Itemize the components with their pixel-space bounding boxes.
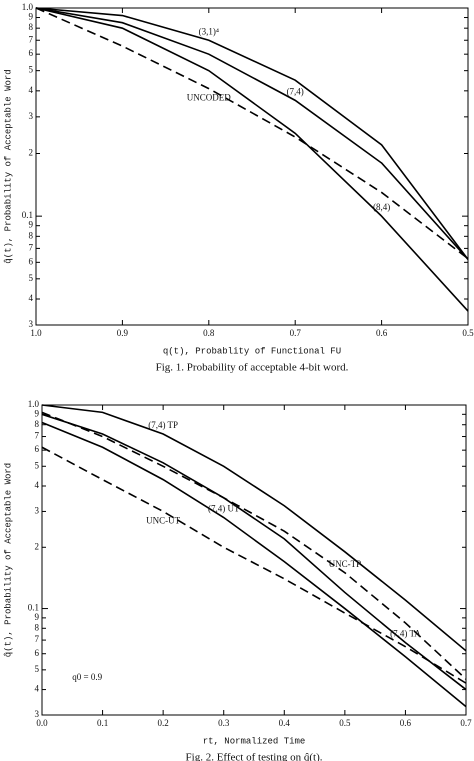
y-tick-label: 1.0 xyxy=(28,399,40,409)
series-label: (8,4) xyxy=(373,202,390,212)
y-tick-label: 0.1 xyxy=(28,603,39,613)
x-tick-label: 0.9 xyxy=(117,328,129,338)
y-tick-label: 8 xyxy=(29,22,34,32)
y-tick-label: 1.0 xyxy=(22,2,34,12)
y-tick-label: 0.1 xyxy=(22,210,33,220)
series-label: (3,1)⁴ xyxy=(199,26,219,36)
y-tick-label: 7 xyxy=(35,431,40,441)
y-tick-label: 5 xyxy=(35,460,40,470)
y-tick-label: 7 xyxy=(29,242,34,252)
x-tick-label: 0.6 xyxy=(400,718,412,728)
series-label: UNC-UT xyxy=(146,516,180,526)
x-tick-label: 0.1 xyxy=(97,718,108,728)
y-tick-label: 6 xyxy=(29,48,34,58)
y-tick-label: 3 xyxy=(29,111,34,121)
y-tick-label: 3 xyxy=(29,319,34,329)
y-tick-label: 5 xyxy=(29,273,34,283)
x-tick-label: 0.5 xyxy=(462,328,474,338)
x-axis-label: q(t), Probablity of Functional FU xyxy=(163,346,341,356)
y-tick-label: 3 xyxy=(35,709,40,719)
x-tick-label: 0.7 xyxy=(290,328,302,338)
series-line xyxy=(41,421,467,708)
y-tick-label: 9 xyxy=(35,408,40,418)
y-tick-label: 4 xyxy=(29,85,34,95)
y-tick-label: 8 xyxy=(29,230,34,240)
x-tick-label: 0.5 xyxy=(339,718,351,728)
series-label: (7,4) TA xyxy=(390,629,421,639)
plot-frame xyxy=(35,7,469,326)
y-tick-label: 4 xyxy=(35,684,40,694)
y-tick-label: 7 xyxy=(35,634,40,644)
y-tick-label: 6 xyxy=(35,648,40,658)
y-tick-label: 8 xyxy=(35,622,40,632)
x-tick-label: 0.4 xyxy=(279,718,291,728)
x-tick-label: 0.6 xyxy=(376,328,388,338)
caption: Fig. 1. Probability of acceptable 4-bit … xyxy=(156,362,349,374)
y-tick-label: 9 xyxy=(29,220,34,230)
plot-frame xyxy=(41,404,467,716)
series-label: UNCODED xyxy=(187,93,231,103)
y-tick-label: 3 xyxy=(35,506,40,516)
series-label: UNC-TP xyxy=(329,559,362,569)
series-line xyxy=(35,7,469,260)
y-tick-label: 6 xyxy=(29,256,34,266)
x-tick-label: 0.0 xyxy=(36,718,48,728)
y-tick-label: 5 xyxy=(35,664,40,674)
series-line xyxy=(41,411,467,680)
x-tick-label: 0.7 xyxy=(460,718,472,728)
y-tick-label: 2 xyxy=(29,148,34,158)
series-line xyxy=(41,404,467,652)
series-line xyxy=(35,7,469,312)
y-tick-label: 5 xyxy=(29,65,34,75)
series-line xyxy=(41,446,467,684)
series-label: (7,4) TP xyxy=(148,420,178,430)
x-tick-label: 0.3 xyxy=(218,718,230,728)
y-tick-label: 6 xyxy=(35,444,40,454)
series-line xyxy=(35,7,469,260)
y-tick-label: 2 xyxy=(35,541,40,551)
series-label: (7,4) xyxy=(287,86,304,96)
y-tick-label: 8 xyxy=(35,419,40,429)
series-label: (7,4) UT xyxy=(208,504,240,514)
x-tick-label: 0.2 xyxy=(158,718,169,728)
series-line xyxy=(41,413,467,691)
y-tick-label: 4 xyxy=(29,293,34,303)
x-tick-label: 0.8 xyxy=(203,328,215,338)
y-tick-label: 9 xyxy=(35,612,40,622)
caption: Fig. 2. Effect of testing on q̂(t). xyxy=(186,752,323,761)
y-axis-label: q̂(t), Probability of Acceptable Word xyxy=(3,463,13,657)
y-axis-label: q̂(t), Probability of Acceptable Word xyxy=(3,69,13,263)
y-tick-label: 4 xyxy=(35,480,40,490)
y-tick-label: 7 xyxy=(29,34,34,44)
x-tick-label: 1.0 xyxy=(30,328,42,338)
x-axis-label: rt, Normalized Time xyxy=(203,736,306,746)
y-tick-label: 9 xyxy=(29,12,34,22)
annotation: q0 = 0.9 xyxy=(72,672,102,682)
series-line xyxy=(35,7,469,260)
